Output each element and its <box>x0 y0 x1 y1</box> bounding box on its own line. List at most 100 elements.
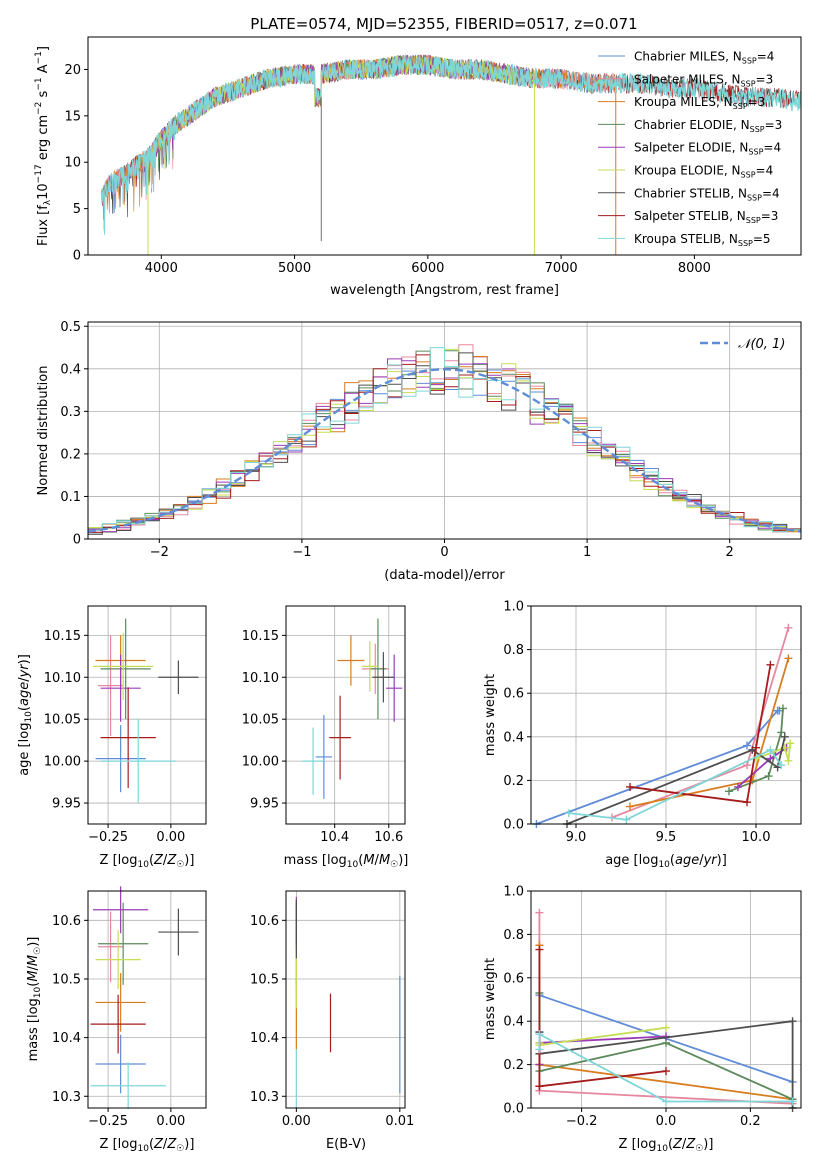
legend-label: Salpeter MILES, NSSP=3 <box>634 72 773 88</box>
plus-marker <box>743 761 751 770</box>
y-tick-label: 0.6 <box>503 687 524 702</box>
massweight-series-line <box>728 708 784 793</box>
plus-marker <box>626 802 634 811</box>
spectrum-lines <box>100 54 801 255</box>
y-tick-label: 1.0 <box>503 885 524 900</box>
massweight-vs-age-lines <box>532 623 795 828</box>
age-vs-mass-axes <box>286 606 405 824</box>
age-vs-mass-points <box>302 618 403 799</box>
legend-label: Kroupa STELIB, NSSP=5 <box>634 232 771 248</box>
massweight-series-line <box>568 748 782 821</box>
plus-marker <box>752 743 760 752</box>
y-tick-label: 10.6 <box>250 914 279 929</box>
y-tick-label: 10.3 <box>52 1090 81 1105</box>
plus-marker <box>535 1082 544 1091</box>
age-vs-Z-axes <box>88 606 206 824</box>
plus-marker <box>764 772 773 781</box>
y-tick-label: 10.00 <box>242 755 279 770</box>
plus-marker <box>734 782 742 791</box>
y-tick-label: 0.0 <box>503 1102 524 1117</box>
y-tick-label: 10.4 <box>250 1031 279 1046</box>
x-tick-label: 2 <box>726 545 734 560</box>
x-tick-label: 4000 <box>145 261 178 276</box>
plus-marker <box>788 1097 797 1106</box>
plus-marker <box>662 1067 670 1076</box>
legend-label: Chabrier MILES, NSSP=4 <box>634 50 774 66</box>
age-vs-Z-xlabel: Z [log10(Z/Z☉)] <box>100 853 195 870</box>
plus-marker <box>788 1017 797 1026</box>
massweight-series-line <box>538 1026 667 1047</box>
x-tick-label: 10.6 <box>374 830 403 845</box>
y-tick-label: 0.2 <box>60 447 81 462</box>
y-tick-label: 0 <box>73 533 81 548</box>
y-tick-label: 9.95 <box>250 797 279 812</box>
legend-label: Kroupa MILES, NSSP=3 <box>634 95 765 111</box>
spectrum-legend: Chabrier MILES, NSSP=4 Salpeter MILES, NS… <box>598 50 782 248</box>
plus-marker <box>622 815 631 824</box>
y-tick-label: 0.8 <box>503 643 524 658</box>
spectrum-title: PLATE=0574, MJD=52355, FIBERID=0517, z=0… <box>250 15 637 33</box>
y-tick-label: 20 <box>64 63 81 78</box>
age-vs-Z-ylabel: age [log10(age/yr)] <box>17 654 34 776</box>
age-vs-Z-ticks: −0.25 0.00 9.95 10.00 10.05 10.10 10.15 <box>44 605 207 845</box>
residuals-ylabel: Normed distribution <box>36 366 51 496</box>
y-tick-label: 0.0 <box>503 818 524 833</box>
plus-marker <box>662 1023 670 1032</box>
x-tick-label: −1 <box>292 545 311 560</box>
legend-label: Chabrier STELIB, NSSP=4 <box>634 186 780 202</box>
x-tick-label: 0.00 <box>156 1114 185 1129</box>
massweight-series-line <box>538 1032 793 1103</box>
massweight-series-line <box>629 658 790 808</box>
axes-frame <box>285 890 406 1109</box>
plus-marker <box>535 1045 544 1054</box>
x-tick-label: 0 <box>440 545 448 560</box>
x-tick-label: −0.2 <box>566 1114 598 1129</box>
spectrum-xlabel: wavelength [Angstrom, rest frame] <box>330 283 559 298</box>
age-vs-mass-ticks: 10.4 10.6 9.95 10.00 10.05 10.10 10.15 <box>242 605 406 845</box>
legend-label: 𝒩(0, 1) <box>738 337 785 352</box>
mass-vs-Z-ylabel: mass [log10(M/M☉)] <box>26 937 43 1062</box>
y-tick-label: 10.10 <box>242 671 279 686</box>
x-tick-label: 0.00 <box>156 830 185 845</box>
plus-marker <box>780 732 789 741</box>
y-tick-label: 10.5 <box>52 972 81 987</box>
y-tick-label: 10.05 <box>44 713 81 728</box>
x-tick-label: 9.0 <box>566 830 587 845</box>
x-tick-label: 8000 <box>678 261 711 276</box>
plus-marker <box>777 728 786 737</box>
mass-vs-Z-points <box>90 886 199 1110</box>
y-tick-label: 10.5 <box>250 972 279 987</box>
y-tick-label: 0.5 <box>60 320 81 335</box>
y-tick-label: 10.15 <box>242 629 279 644</box>
massweight-vs-age-xlabel: age [log10(age/yr)] <box>605 853 727 870</box>
axes-frame <box>87 36 802 256</box>
y-tick-label: 0.1 <box>60 490 81 505</box>
x-tick-label: 10.0 <box>742 830 771 845</box>
x-tick-label: 0.2 <box>740 1114 761 1129</box>
normal-reference-curve <box>88 368 801 533</box>
y-tick-label: 10.10 <box>44 671 81 686</box>
plus-marker <box>535 1030 544 1039</box>
axes-frame <box>87 605 207 825</box>
plus-marker <box>662 1097 670 1106</box>
x-tick-label: 5000 <box>278 261 311 276</box>
x-tick-label: 7000 <box>545 261 578 276</box>
plus-marker <box>786 739 795 748</box>
mass-vs-Z-axes <box>88 891 206 1108</box>
x-tick-label: 1 <box>583 545 591 560</box>
plus-marker <box>784 623 793 632</box>
massweight-series-line <box>611 627 790 819</box>
plus-marker <box>766 745 775 754</box>
plus-marker <box>784 756 793 765</box>
y-tick-label: 5 <box>73 202 81 217</box>
mass-vs-Z-xlabel: Z [log10(Z/Z☉)] <box>100 1137 195 1154</box>
legend-label: Kroupa ELODIE, NSSP=4 <box>634 164 773 180</box>
spectrum-ylabel: Flux [fλ10−17 erg cm−2 s−1 A−1] <box>34 46 53 246</box>
y-tick-label: 10.15 <box>44 629 81 644</box>
plus-marker <box>777 761 786 770</box>
x-tick-label: −0.25 <box>88 1114 128 1129</box>
age-vs-Z-points <box>93 618 199 804</box>
plus-marker <box>626 782 634 791</box>
axes-frame <box>285 605 406 825</box>
y-tick-label: 10.4 <box>52 1031 81 1046</box>
